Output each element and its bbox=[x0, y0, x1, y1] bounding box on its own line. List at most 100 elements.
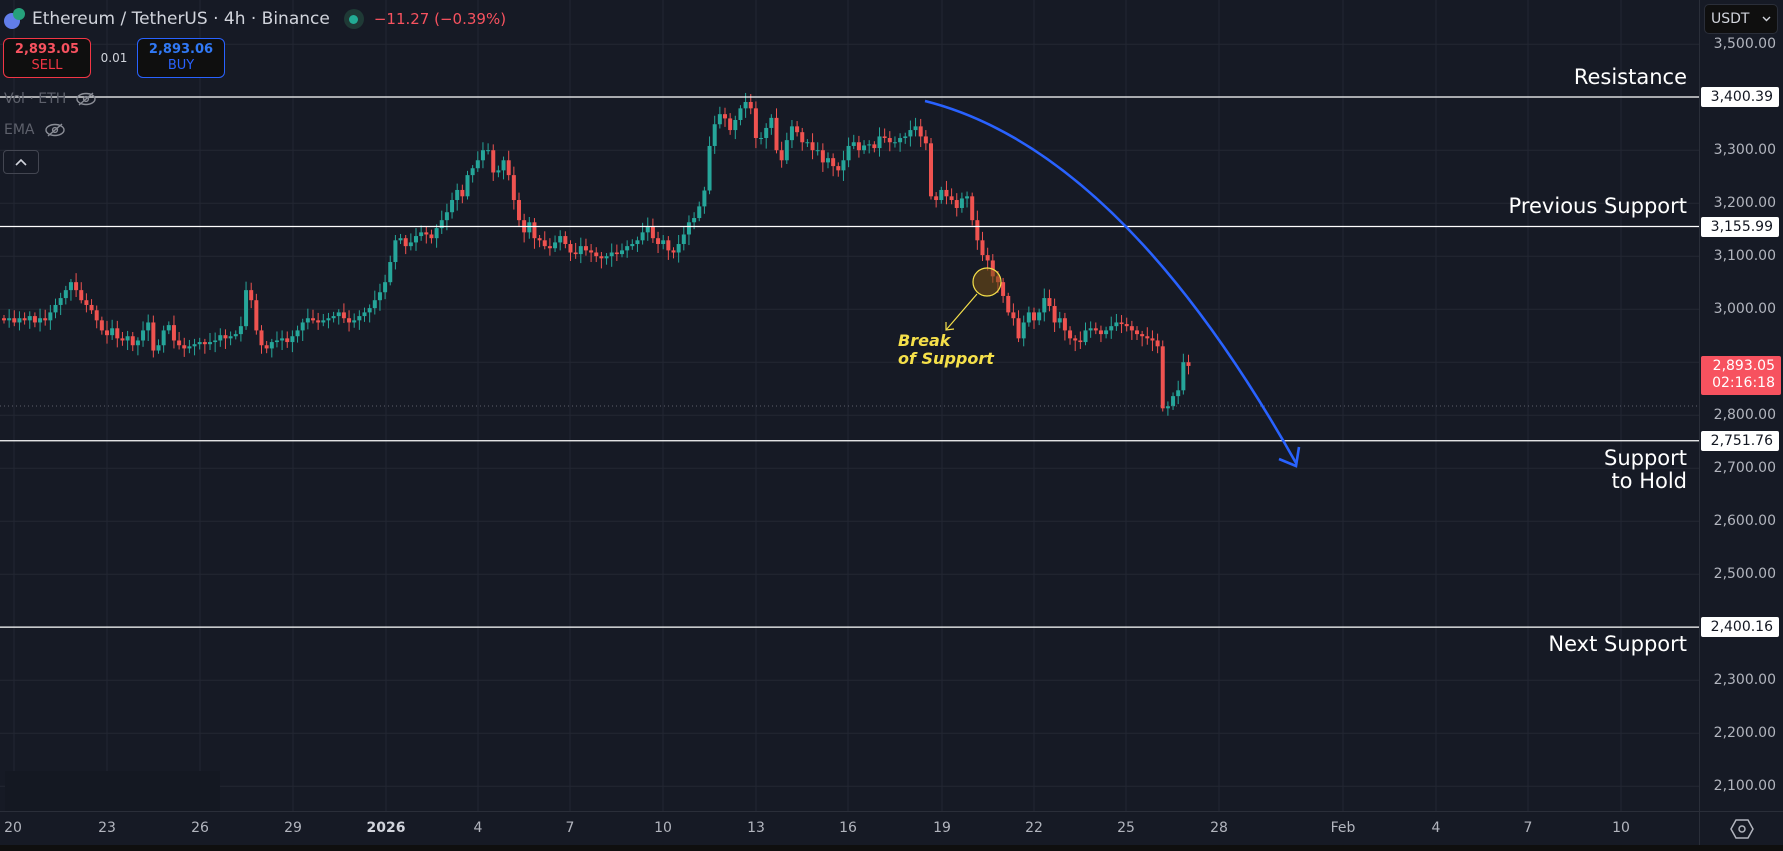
candle-body bbox=[965, 196, 970, 199]
candle-body bbox=[32, 316, 37, 323]
candle-body bbox=[867, 144, 872, 146]
candle-body bbox=[58, 298, 63, 305]
price-axis[interactable]: 3,500.00 3,300.00 3,200.00 3,100.00 3,00… bbox=[1699, 0, 1783, 811]
candle-body bbox=[12, 318, 17, 323]
break-arrow-head-icon bbox=[945, 322, 955, 331]
indicator-ema[interactable]: EMA bbox=[4, 122, 65, 138]
spread-value: 0.01 bbox=[100, 51, 128, 65]
price-tick: 3,200.00 bbox=[1713, 195, 1776, 211]
candle-body bbox=[697, 206, 702, 219]
candle-body bbox=[1026, 312, 1031, 323]
candle-body bbox=[486, 150, 491, 152]
candle-body bbox=[444, 212, 449, 221]
sell-button[interactable]: 2,893.05 SELL bbox=[3, 38, 91, 78]
label-support-to-hold: Support to Hold bbox=[1604, 447, 1687, 493]
candle-body bbox=[53, 304, 58, 313]
candle-body bbox=[408, 242, 413, 247]
candle-body bbox=[934, 196, 939, 201]
candle-body bbox=[795, 126, 800, 133]
candle-body bbox=[27, 316, 32, 321]
eye-off-icon[interactable] bbox=[76, 92, 96, 106]
candle-body bbox=[166, 325, 171, 331]
candle-body bbox=[280, 338, 285, 341]
break-of-support-label: Break of Support bbox=[898, 332, 994, 368]
candle-body bbox=[470, 168, 475, 176]
candle-body bbox=[656, 238, 661, 245]
time-tick: 13 bbox=[747, 820, 765, 836]
candle-body bbox=[7, 318, 12, 321]
buy-button[interactable]: 2,893.06 BUY bbox=[137, 38, 225, 78]
currency-selector[interactable]: USDT bbox=[1704, 4, 1778, 34]
candle-body bbox=[331, 316, 336, 319]
candle-body bbox=[1057, 318, 1062, 323]
candle-body bbox=[542, 240, 547, 247]
candle-body bbox=[723, 114, 727, 119]
candle-body bbox=[728, 118, 733, 131]
candle-body bbox=[856, 142, 861, 151]
candle-body bbox=[321, 320, 326, 323]
candle-body bbox=[208, 342, 212, 345]
candle-body bbox=[146, 322, 151, 331]
price-tick: 3,000.00 bbox=[1713, 301, 1776, 317]
candle-body bbox=[1047, 298, 1052, 307]
sell-label: SELL bbox=[31, 58, 63, 73]
candle-body bbox=[347, 318, 352, 323]
time-tick: 19 bbox=[933, 820, 951, 836]
candle-body bbox=[532, 222, 537, 239]
candle-body bbox=[84, 300, 89, 305]
candle-body bbox=[491, 150, 496, 173]
candle-body bbox=[779, 150, 784, 161]
candle-body bbox=[599, 256, 604, 259]
candle-body bbox=[171, 325, 176, 341]
candle-body bbox=[372, 300, 377, 309]
time-axis[interactable]: 20 23 26 29 2026 4 7 10 13 16 19 22 25 2… bbox=[0, 811, 1783, 846]
candle-body bbox=[74, 282, 79, 291]
projection-curve bbox=[924, 99, 1298, 464]
candle-body bbox=[1011, 312, 1016, 319]
candle-body bbox=[614, 252, 619, 255]
time-tick: 4 bbox=[1431, 820, 1441, 836]
symbol-title[interactable]: Ethereum / TetherUS · 4h · Binance bbox=[32, 9, 330, 29]
candle-body bbox=[414, 236, 418, 243]
candle-body bbox=[594, 252, 599, 257]
break-label-line1: Break bbox=[898, 331, 951, 350]
candle-body bbox=[774, 117, 779, 151]
candle-body bbox=[450, 200, 455, 213]
candle-body bbox=[465, 175, 470, 197]
candle-body bbox=[784, 140, 789, 161]
chart-settings-icon[interactable] bbox=[1730, 818, 1754, 840]
price-tick: 2,100.00 bbox=[1713, 778, 1776, 794]
candle-body bbox=[403, 238, 408, 247]
eye-off-icon[interactable] bbox=[44, 123, 65, 137]
time-tick: 7 bbox=[1523, 820, 1533, 836]
candle-body bbox=[1145, 336, 1150, 339]
price-tick: 3,500.00 bbox=[1713, 36, 1776, 52]
indicator-volume-label: Vol · ETH bbox=[4, 91, 67, 107]
label-support-line1: Support bbox=[1603, 446, 1687, 470]
candle-body bbox=[815, 150, 820, 152]
candle-body bbox=[578, 246, 583, 255]
last-price: 2,893.05 bbox=[1712, 358, 1775, 374]
candle-body bbox=[434, 228, 439, 239]
collapse-legend-button[interactable] bbox=[3, 150, 39, 174]
candle-body bbox=[887, 138, 892, 143]
price-tick: 2,800.00 bbox=[1713, 407, 1776, 423]
candle-body bbox=[645, 225, 650, 233]
candle-body bbox=[1083, 330, 1088, 343]
candle-body bbox=[398, 238, 403, 241]
candle-body bbox=[496, 170, 501, 173]
candle-body bbox=[862, 145, 867, 151]
candle-body bbox=[903, 136, 908, 139]
candle-body bbox=[620, 250, 624, 255]
candle-body bbox=[1016, 318, 1021, 339]
indicator-volume[interactable]: Vol · ETH bbox=[4, 91, 96, 107]
time-tick: 7 bbox=[565, 820, 575, 836]
candle-body bbox=[831, 158, 836, 167]
ethereum-tether-logo-icon bbox=[4, 8, 26, 30]
candle-body bbox=[269, 342, 274, 349]
candle-body bbox=[388, 262, 393, 283]
candle-body bbox=[759, 138, 764, 140]
candle-body bbox=[1109, 326, 1114, 331]
candle-body bbox=[1052, 306, 1057, 323]
